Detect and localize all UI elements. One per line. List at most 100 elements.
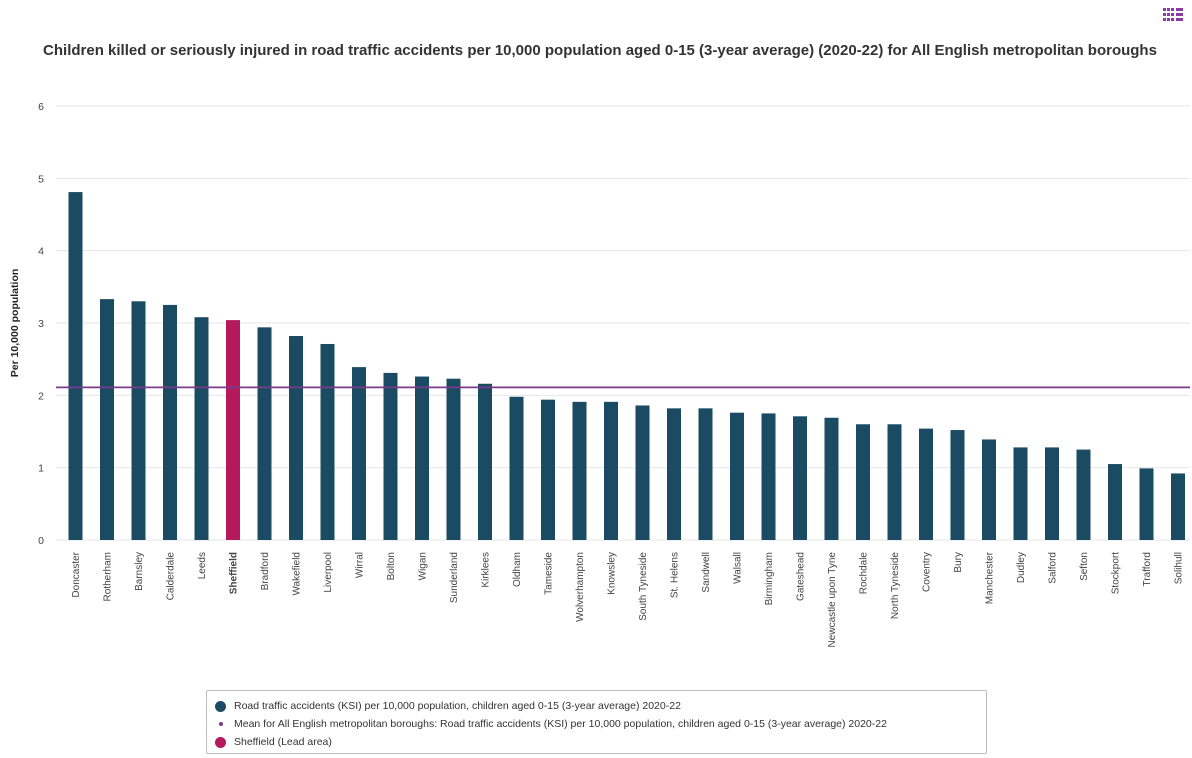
y-tick-label: 0 [38, 535, 44, 547]
x-tick-label: Sefton [1079, 552, 1090, 581]
legend-label-lead-area: Sheffield (Lead area) [234, 736, 332, 748]
bar-stockport[interactable] [1108, 464, 1122, 540]
legend-dot-icon [219, 722, 223, 726]
x-tick-label: Bury [953, 552, 964, 573]
x-tick-label: Doncaster [71, 551, 82, 597]
y-tick-label: 6 [38, 101, 44, 113]
menu-line [1176, 8, 1183, 11]
x-tick-label: Rochdale [859, 552, 870, 595]
bar-liverpool[interactable] [320, 343, 335, 540]
bar-coventry[interactable] [919, 428, 933, 540]
bar-wolverhampton[interactable] [572, 401, 587, 540]
bar-rotherham[interactable] [100, 299, 114, 540]
x-tick-label: Coventry [922, 552, 933, 592]
y-axis-ticks: 0 1 2 3 4 5 6 [38, 101, 44, 547]
x-tick-label: Salford [1048, 552, 1059, 584]
bar-north-tyneside[interactable] [887, 424, 902, 540]
bar-solihull[interactable] [1171, 473, 1185, 540]
bar-trafford[interactable] [1139, 468, 1154, 540]
bar-salford[interactable] [1045, 447, 1059, 540]
legend-circle-icon [215, 736, 226, 748]
bar-bury[interactable] [950, 430, 965, 540]
x-tick-label: Calderdale [166, 552, 177, 601]
legend-item-series[interactable]: Road traffic accidents (KSI) per 10,000 … [215, 697, 978, 715]
x-tick-label: Dudley [1016, 552, 1027, 583]
menu-dot [1167, 18, 1170, 21]
chart-legend: Road traffic accidents (KSI) per 10,000 … [206, 690, 987, 754]
menu-dot [1171, 8, 1174, 11]
bar-oldham[interactable] [509, 396, 524, 540]
bar-calderdale[interactable] [163, 304, 177, 540]
menu-line [1176, 13, 1183, 16]
x-tick-label: Gateshead [796, 552, 807, 601]
menu-dot [1163, 8, 1166, 11]
bar-dudley[interactable] [1013, 447, 1028, 540]
x-tick-label: Wakefield [292, 552, 303, 596]
x-tick-label: St. Helens [670, 552, 681, 598]
bar-gateshead[interactable] [793, 416, 807, 540]
x-tick-label: Sheffield [229, 552, 240, 594]
bar-st-helens[interactable] [667, 408, 681, 540]
bar-birmingham[interactable] [761, 413, 776, 540]
bar-wakefield[interactable] [289, 336, 303, 540]
bar-bolton[interactable] [383, 372, 398, 540]
x-tick-label: North Tyneside [890, 552, 901, 620]
y-tick-label: 5 [38, 173, 44, 185]
bar-south-tyneside[interactable] [635, 405, 650, 540]
bar-sandwell[interactable] [698, 408, 713, 540]
bar-chart: 0 1 2 3 4 5 6 Per 10,000 population Doncaster R… [9, 101, 1190, 647]
bar-barnsley[interactable] [131, 301, 146, 540]
x-tick-label: Wirral [355, 552, 366, 578]
menu-dot [1171, 18, 1174, 21]
x-tick-label: Oldham [512, 552, 523, 587]
bar-kirklees[interactable] [478, 383, 492, 540]
menu-dot [1163, 13, 1166, 16]
x-tick-label: Barnsley [134, 552, 145, 591]
bar-sefton[interactable] [1076, 449, 1091, 540]
x-tick-label: Tameside [544, 552, 555, 595]
menu-line [1176, 18, 1183, 21]
x-tick-label: Bolton [386, 552, 397, 580]
y-axis-label: Per 10,000 population [9, 269, 21, 378]
y-tick-label: 4 [38, 246, 44, 258]
x-tick-label: Birmingham [764, 552, 775, 605]
bar-wigan[interactable] [415, 376, 429, 540]
y-tick-label: 2 [38, 390, 44, 402]
grid-menu-icon[interactable] [1162, 6, 1184, 22]
bar-knowsley[interactable] [604, 401, 618, 540]
legend-label-mean: Mean for All English metropolitan boroug… [234, 718, 887, 730]
gridlines [56, 105, 1190, 541]
x-tick-label: Leeds [197, 552, 208, 579]
x-tick-label: Manchester [985, 551, 996, 604]
x-tick-label: Stockport [1111, 552, 1122, 594]
legend-item-lead-area[interactable]: Sheffield (Lead area) [215, 733, 978, 751]
bar-sheffield[interactable] [226, 320, 240, 540]
x-tick-label: Knowsley [607, 552, 618, 595]
menu-dot [1163, 18, 1166, 21]
menu-dot [1171, 13, 1174, 16]
x-tick-label: Liverpool [323, 552, 334, 593]
x-tick-label: Trafford [1142, 552, 1153, 586]
bar-sunderland[interactable] [446, 378, 461, 540]
x-tick-label: Newcastle upon Tyne [827, 552, 838, 648]
bar-wirral[interactable] [352, 367, 366, 540]
bar-rochdale[interactable] [856, 424, 870, 540]
bar-walsall[interactable] [730, 412, 744, 540]
x-tick-label: Bradford [260, 552, 271, 590]
bar-leeds[interactable] [194, 317, 209, 540]
y-tick-label: 1 [38, 463, 44, 475]
bar-doncaster[interactable] [68, 192, 83, 540]
menu-dot [1167, 8, 1170, 11]
bar-newcastle-upon-tyne[interactable] [824, 417, 839, 540]
x-tick-label: Wigan [418, 552, 429, 580]
x-tick-label: Solihull [1174, 552, 1185, 584]
bar-tameside[interactable] [541, 399, 555, 540]
legend-item-mean[interactable]: Mean for All English metropolitan boroug… [215, 715, 978, 733]
menu-dot [1167, 13, 1170, 16]
x-tick-label: Rotherham [103, 552, 114, 601]
x-tick-label: Walsall [733, 552, 744, 584]
y-tick-label: 3 [38, 318, 44, 330]
bar-bradford[interactable] [257, 327, 272, 540]
x-axis-labels: Doncaster Rotherham Barnsley Calderdale Leed… [71, 551, 1185, 647]
bar-manchester[interactable] [982, 439, 996, 540]
